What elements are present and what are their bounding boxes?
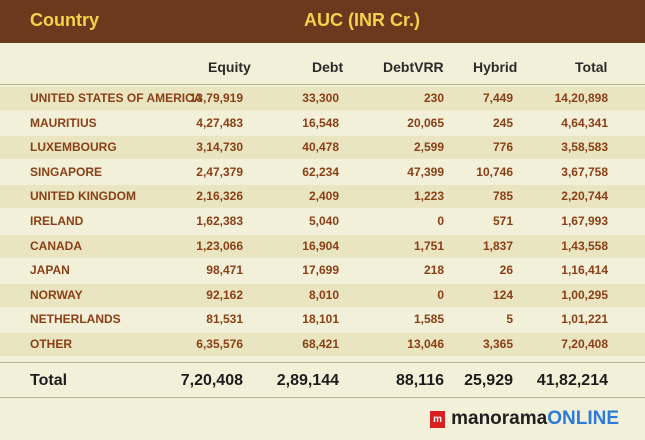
country-name: IRELAND	[30, 214, 84, 228]
cell-equity: 1,62,383	[196, 214, 243, 228]
total-debtvrr: 88,116	[395, 372, 444, 389]
table-row: JAPAN 98,471 17,699 218 26 1,16,414	[0, 259, 645, 282]
cell-debtvrr: 1,751	[413, 238, 444, 253]
country-name: JAPAN	[30, 263, 70, 278]
cell-equity: 6,35,576	[196, 337, 243, 351]
table-row: CANADA 1,23,066 16,904 1,751 1,837 1,43,558	[0, 234, 645, 258]
cell-debtvrr: 47,399	[407, 164, 444, 179]
cell-total: 1,01,221	[561, 312, 608, 327]
table-row: UNITED STATES OF AMERICA 13,79,919 33,300 2…	[0, 87, 645, 110]
table-row: IRELAND 1,62,383 5,040 0 571 1,67,993	[0, 210, 645, 233]
country-name: SINGAPORE	[30, 164, 103, 179]
cell-equity: 13,79,919	[189, 91, 243, 105]
cell-debtvrr: 1,223	[413, 189, 444, 204]
cell-debt: 40,478	[302, 140, 339, 155]
cell-hybrid: 10,746	[476, 164, 513, 179]
total-label: Total	[30, 372, 68, 389]
cell-hybrid: 785	[492, 189, 513, 204]
total-hybrid: 25,929	[464, 372, 513, 389]
country-column-heading: Country	[30, 10, 99, 30]
cell-debt: 33,300	[302, 91, 339, 105]
manorama-online-logo: m manorama ONLINE	[430, 407, 619, 431]
total-row: Total 7,20,408 2,89,144 88,116 25,929 41…	[0, 367, 645, 397]
cell-debtvrr: 13,046	[407, 337, 444, 351]
cell-hybrid: 7,449	[482, 91, 513, 105]
cell-debt: 2,409	[308, 189, 339, 204]
table-row: NETHERLANDS 81,531 18,101 1,585 5 1,01,221	[0, 308, 645, 331]
cell-total: 3,58,583	[561, 140, 608, 155]
column-header-debt: Debt	[312, 59, 344, 75]
cell-debtvrr: 230	[423, 91, 444, 105]
cell-total: 1,16,414	[561, 263, 608, 278]
cell-hybrid: 776	[492, 140, 513, 155]
auc-group-heading: AUC (INR Cr.)	[304, 10, 420, 30]
cell-debt: 16,548	[302, 115, 339, 130]
cell-equity: 98,471	[206, 263, 243, 278]
cell-debtvrr: 20,065	[407, 115, 444, 130]
cell-total: 1,43,558	[561, 238, 608, 253]
cell-equity: 2,47,379	[196, 164, 243, 179]
country-name: UNITED KINGDOM	[30, 189, 136, 204]
table-row: UNITED KINGDOM 2,16,326 2,409 1,223 785 2,20,…	[0, 185, 645, 209]
column-header-hybrid: Hybrid	[473, 59, 518, 75]
cell-debt: 5,040	[308, 214, 339, 228]
table-row: MAURITIUS 4,27,483 16,548 20,065 245 4,64,341	[0, 112, 645, 135]
cell-total: 2,20,744	[561, 189, 608, 204]
cell-hybrid: 245	[492, 115, 513, 130]
cell-hybrid: 571	[492, 214, 513, 228]
table-row: OTHER 6,35,576 68,421 13,046 3,365 7,20,408	[0, 333, 645, 356]
cell-equity: 1,23,066	[196, 238, 243, 253]
column-header-debtvrr: DebtVRR	[383, 59, 444, 75]
table-row: LUXEMBOURG 3,14,730 40,478 2,599 776 3,58,583	[0, 136, 645, 160]
country-name: CANADA	[30, 238, 82, 253]
cell-debt: 17,699	[302, 263, 339, 278]
cell-total: 1,67,993	[561, 214, 608, 228]
cell-debt: 18,101	[302, 312, 339, 327]
manorama-logo-icon: m	[430, 410, 446, 428]
header-divider	[0, 84, 645, 85]
cell-hybrid: 26	[499, 263, 513, 278]
total-total: 41,82,214	[536, 372, 608, 389]
bottom-divider	[0, 397, 645, 398]
country-name: NORWAY	[30, 287, 83, 302]
cell-debtvrr: 0	[437, 287, 444, 302]
cell-total: 3,67,758	[561, 164, 608, 179]
cell-hybrid: 3,365	[482, 337, 513, 351]
cell-equity: 3,14,730	[196, 140, 243, 155]
country-name: UNITED STATES OF AMERICA	[30, 91, 203, 105]
cell-hybrid: 124	[492, 287, 513, 302]
cell-equity: 92,162	[206, 287, 243, 302]
cell-debtvrr: 0	[437, 214, 444, 228]
total-divider	[0, 362, 645, 363]
cell-equity: 2,16,326	[196, 189, 243, 204]
cell-equity: 81,531	[206, 312, 243, 327]
cell-hybrid: 5	[506, 312, 513, 327]
column-header-total: Total	[575, 59, 608, 75]
cell-debtvrr: 2,599	[413, 140, 444, 155]
table-row: NORWAY 92,162 8,010 0 124 1,00,295	[0, 283, 645, 307]
country-name: MAURITIUS	[30, 115, 97, 130]
table-header-bar: Country AUC (INR Cr.)	[0, 0, 645, 43]
country-name: OTHER	[30, 337, 72, 351]
cell-equity: 4,27,483	[196, 115, 243, 130]
country-name: LUXEMBOURG	[30, 140, 117, 155]
table-row: SINGAPORE 2,47,379 62,234 47,399 10,746 3,67,…	[0, 161, 645, 184]
cell-hybrid: 1,837	[482, 238, 513, 253]
country-name: NETHERLANDS	[30, 312, 121, 327]
cell-debt: 16,904	[302, 238, 339, 253]
brand-suffix: ONLINE	[547, 408, 619, 429]
cell-debtvrr: 1,585	[413, 312, 444, 327]
column-header-equity: Equity	[208, 59, 251, 75]
cell-total: 14,20,898	[554, 91, 608, 105]
total-equity: 7,20,408	[180, 372, 243, 389]
cell-total: 7,20,408	[561, 337, 608, 351]
cell-debt: 62,234	[302, 164, 339, 179]
brand-name: manorama	[451, 408, 548, 429]
cell-debt: 68,421	[302, 337, 339, 351]
cell-total: 4,64,341	[561, 115, 608, 130]
cell-debt: 8,010	[308, 287, 339, 302]
cell-debtvrr: 218	[423, 263, 444, 278]
total-debt: 2,89,144	[276, 372, 339, 389]
cell-total: 1,00,295	[561, 287, 608, 302]
